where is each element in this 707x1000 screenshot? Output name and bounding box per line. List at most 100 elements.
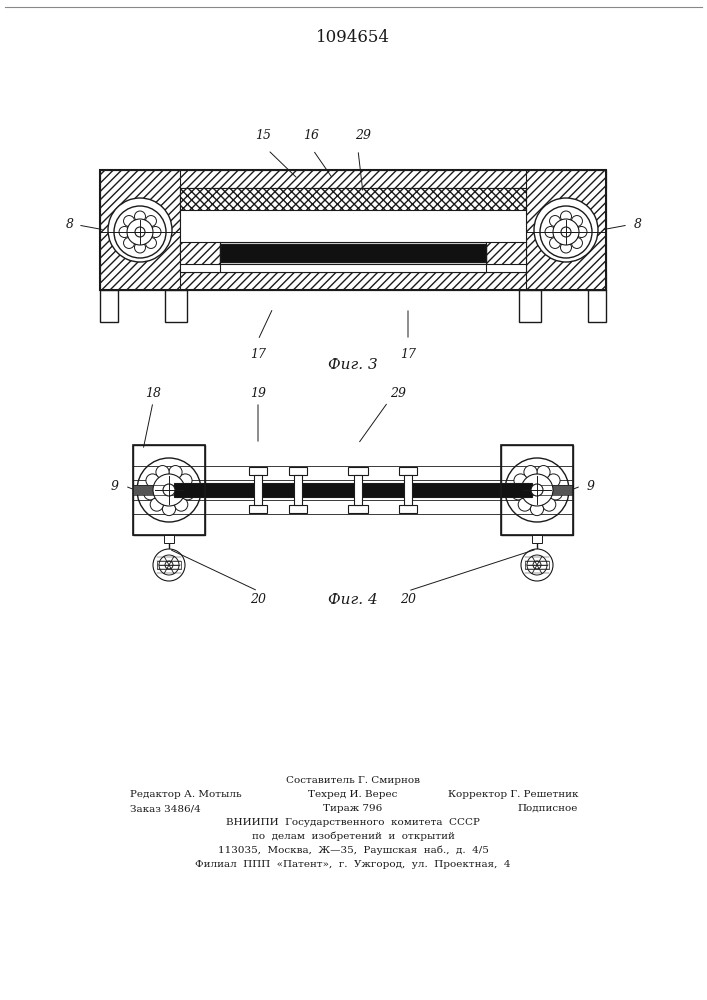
Text: Редактор А. Мотыль: Редактор А. Мотыль <box>130 790 242 799</box>
Circle shape <box>134 211 146 222</box>
Bar <box>486 242 526 264</box>
Bar <box>249 505 267 513</box>
Text: 16: 16 <box>303 129 319 142</box>
Circle shape <box>163 502 175 516</box>
Bar <box>133 485 174 495</box>
Bar <box>100 290 118 322</box>
Bar <box>164 535 174 543</box>
Text: 15: 15 <box>255 129 271 142</box>
Text: ВНИИПИ  Государственного  комитета  СССР: ВНИИПИ Государственного комитета СССР <box>226 818 480 827</box>
Circle shape <box>545 227 556 237</box>
Circle shape <box>514 474 527 487</box>
Bar <box>133 445 205 535</box>
Bar <box>100 170 606 290</box>
Bar <box>180 242 220 264</box>
Circle shape <box>527 555 547 575</box>
Circle shape <box>553 219 579 245</box>
Bar <box>254 475 262 505</box>
Bar <box>165 290 187 322</box>
Circle shape <box>530 502 544 516</box>
Bar <box>501 445 573 535</box>
Text: Фиг. 4: Фиг. 4 <box>328 593 378 607</box>
Text: 17: 17 <box>400 348 416 361</box>
Bar <box>354 475 362 505</box>
Bar <box>220 244 486 262</box>
Bar <box>588 290 606 322</box>
Bar <box>100 170 606 188</box>
Text: 29: 29 <box>355 129 371 142</box>
Bar <box>289 467 307 475</box>
Bar <box>526 170 606 290</box>
Circle shape <box>165 561 173 569</box>
Text: 29: 29 <box>390 387 406 400</box>
Circle shape <box>163 484 175 496</box>
Circle shape <box>521 549 553 581</box>
Text: 113035,  Москва,  Ж—35,  Раушская  наб.,  д.  4/5: 113035, Москва, Ж—35, Раушская наб., д. … <box>218 846 489 855</box>
Bar <box>289 505 307 513</box>
Bar <box>133 445 205 535</box>
Circle shape <box>518 498 532 511</box>
Circle shape <box>549 216 561 227</box>
Bar <box>525 561 549 569</box>
Circle shape <box>549 237 561 248</box>
Text: Составитель Г. Смирнов: Составитель Г. Смирнов <box>286 776 420 785</box>
Text: по  делам  изобретений  и  открытий: по делам изобретений и открытий <box>252 832 455 841</box>
Bar <box>249 467 267 475</box>
Circle shape <box>135 456 203 524</box>
Circle shape <box>150 498 163 511</box>
Circle shape <box>135 227 145 237</box>
Circle shape <box>549 487 562 500</box>
Circle shape <box>571 237 583 248</box>
Circle shape <box>124 237 134 248</box>
Text: Фиг. 3: Фиг. 3 <box>328 358 378 372</box>
Circle shape <box>169 466 182 479</box>
Circle shape <box>503 456 571 524</box>
Text: 20: 20 <box>400 593 416 606</box>
Text: 18: 18 <box>145 387 161 400</box>
Text: 19: 19 <box>250 387 266 400</box>
Bar <box>294 475 302 505</box>
Circle shape <box>146 216 156 227</box>
Circle shape <box>179 474 192 487</box>
Circle shape <box>534 198 598 262</box>
Circle shape <box>521 474 553 506</box>
Text: Филиал  ППП  «Патент»,  г.  Ужгород,  ул.  Проектная,  4: Филиал ППП «Патент», г. Ужгород, ул. Про… <box>195 860 510 869</box>
Circle shape <box>561 227 571 237</box>
Circle shape <box>108 198 172 262</box>
Text: 8: 8 <box>66 219 74 232</box>
Text: Тираж 796: Тираж 796 <box>323 804 382 813</box>
Circle shape <box>153 474 185 506</box>
Circle shape <box>153 549 185 581</box>
Text: 20: 20 <box>250 593 266 606</box>
Circle shape <box>146 474 159 487</box>
Text: 8: 8 <box>634 219 642 232</box>
Circle shape <box>127 219 153 245</box>
Bar <box>519 290 541 322</box>
Bar <box>532 535 542 543</box>
Circle shape <box>146 237 156 248</box>
Circle shape <box>547 474 560 487</box>
Bar <box>399 505 417 513</box>
Circle shape <box>150 227 161 237</box>
Text: 1094654: 1094654 <box>316 29 390 46</box>
Circle shape <box>156 466 169 479</box>
Circle shape <box>119 227 130 237</box>
Text: Заказ 3486/4: Заказ 3486/4 <box>130 804 201 813</box>
Bar <box>180 188 526 272</box>
Circle shape <box>539 205 593 259</box>
Circle shape <box>112 205 168 259</box>
Text: Корректор Г. Решетник: Корректор Г. Решетник <box>448 790 578 799</box>
Bar <box>100 272 606 290</box>
Circle shape <box>542 498 556 511</box>
Bar <box>404 475 412 505</box>
Circle shape <box>144 487 157 500</box>
Circle shape <box>561 242 571 253</box>
Circle shape <box>531 484 543 496</box>
Circle shape <box>571 216 583 227</box>
Bar <box>100 170 180 290</box>
Bar <box>180 188 526 210</box>
Text: Подписное: Подписное <box>518 804 578 813</box>
Bar <box>157 561 181 569</box>
Bar <box>348 467 368 475</box>
Bar <box>174 483 532 497</box>
